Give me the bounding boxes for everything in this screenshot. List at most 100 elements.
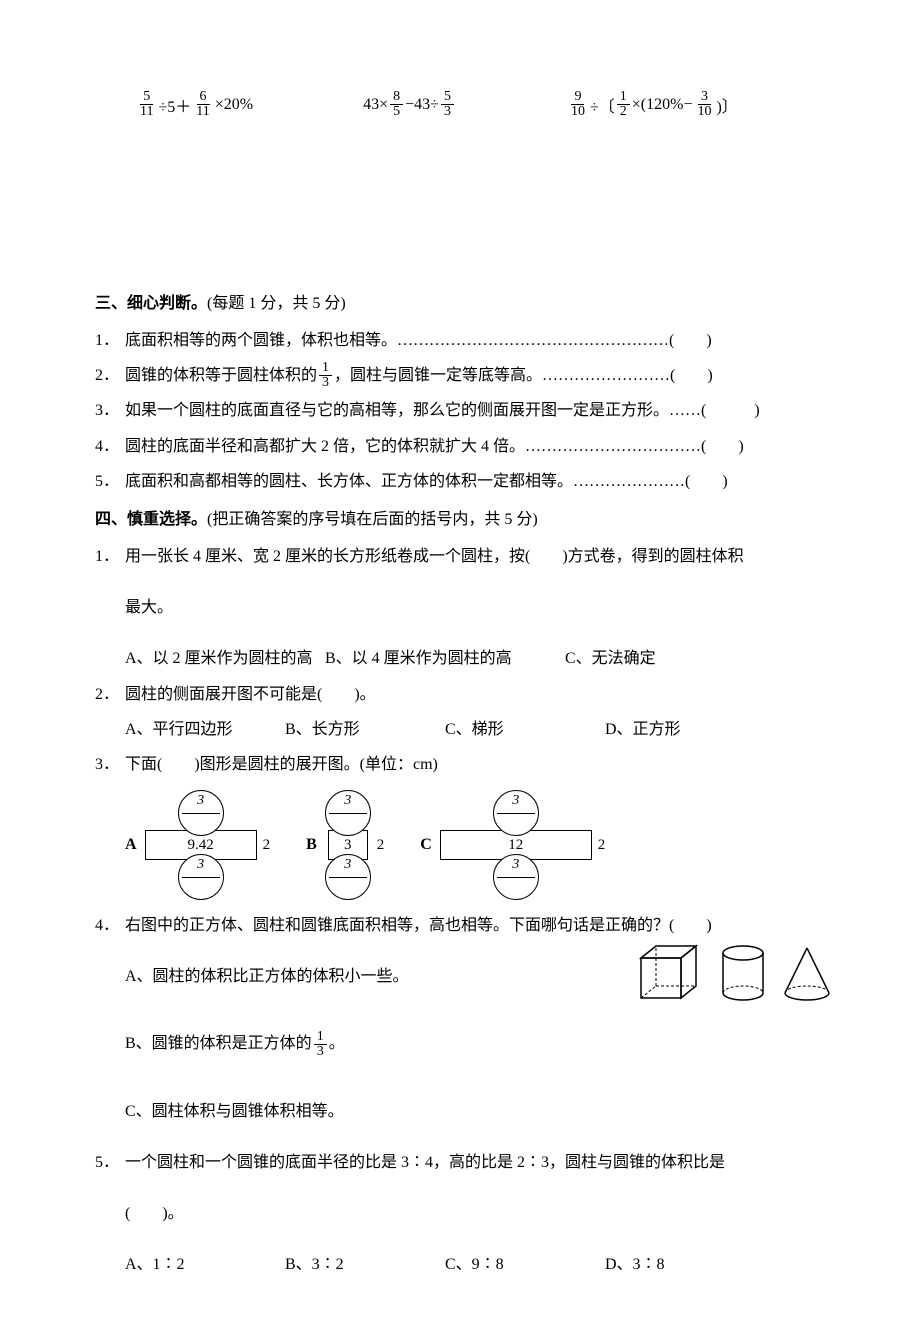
option-a: A、1∶2 (125, 1247, 285, 1282)
figure-label: C (420, 836, 432, 854)
s4-q5-line2: ( )。 (95, 1196, 835, 1231)
fraction: 1 3 (319, 361, 332, 390)
numerator: 9 (571, 90, 584, 105)
answer-blank: ( ) (701, 429, 744, 464)
denominator: 10 (694, 105, 714, 119)
s4-q2: 2． 圆柱的侧面展开图不可能是( )。 (95, 677, 835, 712)
numerator: 1 (319, 361, 332, 376)
s3-q3: 3． 如果一个圆柱的底面直径与它的高相等，那么它的侧面展开图一定是正方形。……(… (95, 393, 835, 428)
s4-q2-options: A、平行四边形 B、长方形 C、梯形 D、正方形 (125, 712, 835, 747)
question-text: 圆锥的体积等于圆柱体积的 (125, 358, 317, 393)
section-title-text: 三、细心判断。 (95, 295, 207, 312)
question-body: 如果一个圆柱的底面直径与它的高相等，那么它的侧面展开图一定是正方形。……( ) (125, 393, 835, 428)
filler-dots: …… (669, 402, 701, 419)
answer-blank: ( ) (670, 358, 713, 393)
question-text: 圆柱的侧面展开图不可能是( )。 (125, 677, 835, 712)
option-c: C、无法确定 (565, 641, 656, 676)
net-figure-c: C 3 12 3 2 (420, 790, 611, 900)
figure-label: B (306, 836, 317, 854)
operator-text: −43÷ (405, 96, 439, 114)
question-text: 下面( )图形是圆柱的展开图。(单位：cm) (125, 747, 835, 782)
s4-q1: 1． 用一张长 4 厘米、宽 2 厘米的长方形纸卷成一个圆柱，按( )方式卷，得… (95, 539, 835, 574)
circle-diameter: 3 (197, 793, 204, 809)
s3-q4: 4． 圆柱的底面半径和高都扩大 2 倍，它的体积就扩大 4 倍。……………………… (95, 429, 835, 464)
side-value: 2 (263, 837, 271, 854)
denominator: 2 (617, 105, 630, 119)
section-points: (把正确答案的序号填在后面的括号内，共 5 分) (207, 511, 538, 528)
circle-icon: 3 (325, 790, 371, 836)
answer-blank: ( ) (701, 393, 760, 428)
question-number: 5． (95, 1145, 125, 1180)
fraction: 9 10 (568, 90, 588, 119)
numerator: 5 (140, 90, 153, 105)
section-title-text: 四、慎重选择。 (95, 511, 207, 528)
circle-icon: 3 (493, 854, 539, 900)
cube-icon (636, 943, 706, 1003)
option-a: A、平行四边形 (125, 712, 285, 747)
option-b-post: 。 (329, 1026, 345, 1061)
fraction: 1 3 (314, 1030, 327, 1059)
question-number: 3． (95, 393, 125, 428)
fraction: 5 3 (441, 90, 454, 119)
fraction: 1 2 (617, 90, 630, 119)
s3-q1: 1． 底面积相等的两个圆锥，体积也相等。……………………………………………( ) (95, 323, 835, 358)
option-b: B、以 4 厘米作为圆柱的高 (325, 641, 565, 676)
numerator: 3 (698, 90, 711, 105)
option-b: B、长方形 (285, 712, 445, 747)
operator-text: ÷5＋ (158, 93, 191, 117)
option-a: A、圆柱的体积比正方体的体积小一些。 (95, 959, 596, 994)
option-b: B、3∶2 (285, 1247, 445, 1282)
section-points: (每题 1 分，共 5 分) (207, 295, 346, 312)
denominator: 3 (441, 105, 454, 119)
question-number: 2． (95, 677, 125, 712)
s3-q2: 2． 圆锥的体积等于圆柱体积的 1 3 ，圆柱与圆锥一定等底等高。…………………… (95, 358, 835, 393)
cone-icon (780, 943, 835, 1003)
exam-page: 5 11 ÷5＋ 6 11 ×20% 43× 8 5 −43÷ 5 3 (0, 0, 920, 1342)
question-number: 4． (95, 908, 125, 943)
question-number: 1． (95, 539, 125, 574)
fraction: 8 5 (390, 90, 403, 119)
s4-q1-line2: 最大。 (95, 590, 835, 625)
answer-blank: ( ) (685, 464, 728, 499)
s4-q4: 4． 右图中的正方体、圆柱和圆锥底面积相等，高也相等。下面哪句话是正确的？( ) (95, 908, 835, 943)
numerator: 6 (197, 90, 210, 105)
calculation-row: 5 11 ÷5＋ 6 11 ×20% 43× 8 5 −43÷ 5 3 (95, 90, 835, 119)
fraction: 3 10 (694, 90, 714, 119)
option-d: D、正方形 (605, 712, 681, 747)
denominator: 3 (314, 1045, 327, 1059)
question-text: 底面积和高都相等的圆柱、长方体、正方体的体积一定都相等。 (125, 473, 573, 490)
question-number: 2． (95, 358, 125, 393)
s4-q1-options: A、以 2 厘米作为圆柱的高 B、以 4 厘米作为圆柱的高 C、无法确定 (125, 641, 835, 676)
question-text: 右图中的正方体、圆柱和圆锥底面积相等，高也相等。下面哪句话是正确的？( ) (125, 908, 835, 943)
shapes-figure (636, 943, 835, 1003)
question-body: 用一张长 4 厘米、宽 2 厘米的长方形纸卷成一个圆柱，按( )方式卷，得到的圆… (125, 539, 835, 574)
section-4-title: 四、慎重选择。(把正确答案的序号填在后面的括号内，共 5 分) (95, 505, 835, 529)
question-text: 圆柱的底面半径和高都扩大 2 倍，它的体积就扩大 4 倍。 (125, 438, 525, 455)
circle-diameter: 3 (197, 857, 204, 873)
calc-item-2: 43× 8 5 −43÷ 5 3 (363, 90, 456, 119)
circle-diameter: 3 (344, 857, 351, 873)
option-c: C、圆柱体积与圆锥体积相等。 (95, 1094, 596, 1129)
net-figure-a: A 3 9.42 3 2 (125, 790, 276, 900)
operator-text: ÷〔 (590, 93, 615, 117)
question-number: 5． (95, 464, 125, 499)
numerator: 1 (617, 90, 630, 105)
question-text: 一个圆柱和一个圆锥的底面半径的比是 3∶4，高的比是 2∶3，圆柱与圆锥的体积比… (125, 1145, 835, 1180)
denominator: 5 (390, 105, 403, 119)
side-value: 2 (377, 837, 385, 854)
s4-q4-body: A、圆柱的体积比正方体的体积小一些。 B、圆锥的体积是正方体的 1 3 。 C、… (95, 943, 835, 1145)
circle-diameter: 3 (344, 793, 351, 809)
option-d: D、3∶8 (605, 1247, 665, 1282)
denominator: 11 (193, 105, 212, 119)
question-number: 1． (95, 323, 125, 358)
operator-text: 43× (363, 96, 388, 114)
filler-dots: …………………………………………… (397, 332, 669, 349)
fraction: 6 11 (193, 90, 212, 119)
filler-dots: …………………………… (525, 438, 701, 455)
question-body: 圆锥的体积等于圆柱体积的 1 3 ，圆柱与圆锥一定等底等高。……………………( … (125, 358, 835, 393)
circle-diameter: 3 (512, 793, 519, 809)
question-body: 底面积和高都相等的圆柱、长方体、正方体的体积一定都相等。…………………( ) (125, 464, 835, 499)
fraction: 5 11 (137, 90, 156, 119)
question-body: 底面积相等的两个圆锥，体积也相等。……………………………………………( ) (125, 323, 835, 358)
s4-q3-figures: A 3 9.42 3 2 B 3 3 3 2 C (125, 790, 835, 900)
